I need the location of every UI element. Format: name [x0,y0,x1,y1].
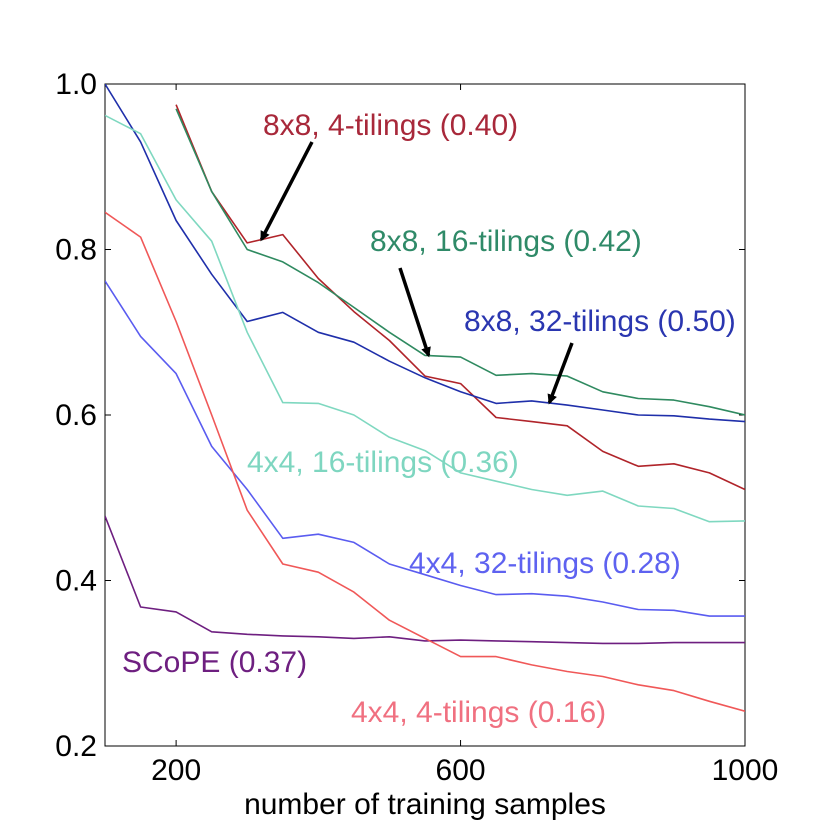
series-line-4 [105,280,745,617]
y-axis: 0.2 0.4 0.6 0.8 1.0 [55,68,745,763]
series-line-2 [105,84,745,423]
series-lines [105,84,745,712]
series-line-0 [175,104,745,491]
annotation-arrow-1 [398,267,431,358]
y-tick-label: 0.4 [55,565,97,598]
series-label-2: 8x8, 32-tilings (0.50) [464,305,736,338]
series-label-0: 8x8, 4-tilings (0.40) [263,109,518,142]
y-tick-label: 0.8 [55,234,97,267]
x-tick-label: 600 [436,754,486,787]
x-axis-title: number of training samples [244,788,606,821]
series-label-6: 4x4, 4-tilings (0.16) [351,696,606,729]
series-line-3 [105,114,745,523]
series-label-5: SCoPE (0.37) [122,646,307,679]
series-line-5 [105,515,745,645]
y-tick-label: 0.2 [55,730,97,763]
series-label-1: 8x8, 16-tilings (0.42) [370,225,642,258]
annotation-arrow-0 [259,141,314,242]
series-label-3: 4x4, 16-tilings (0.36) [247,446,519,479]
series-label-4: 4x4, 32-tilings (0.28) [409,547,681,580]
annotation-arrow-2 [547,342,574,405]
series-labels: 8x8, 4-tilings (0.40) 8x8, 16-tilings (0.… [122,109,736,729]
x-axis: 200 600 1000 [151,84,778,787]
x-tick-label: 200 [151,754,201,787]
y-tick-label: 0.6 [55,399,97,432]
series-line-6 [105,211,745,712]
annotation-arrows [259,141,574,405]
y-tick-label: 1.0 [55,68,97,101]
x-tick-label: 1000 [712,754,779,787]
series-line-1 [175,108,745,416]
